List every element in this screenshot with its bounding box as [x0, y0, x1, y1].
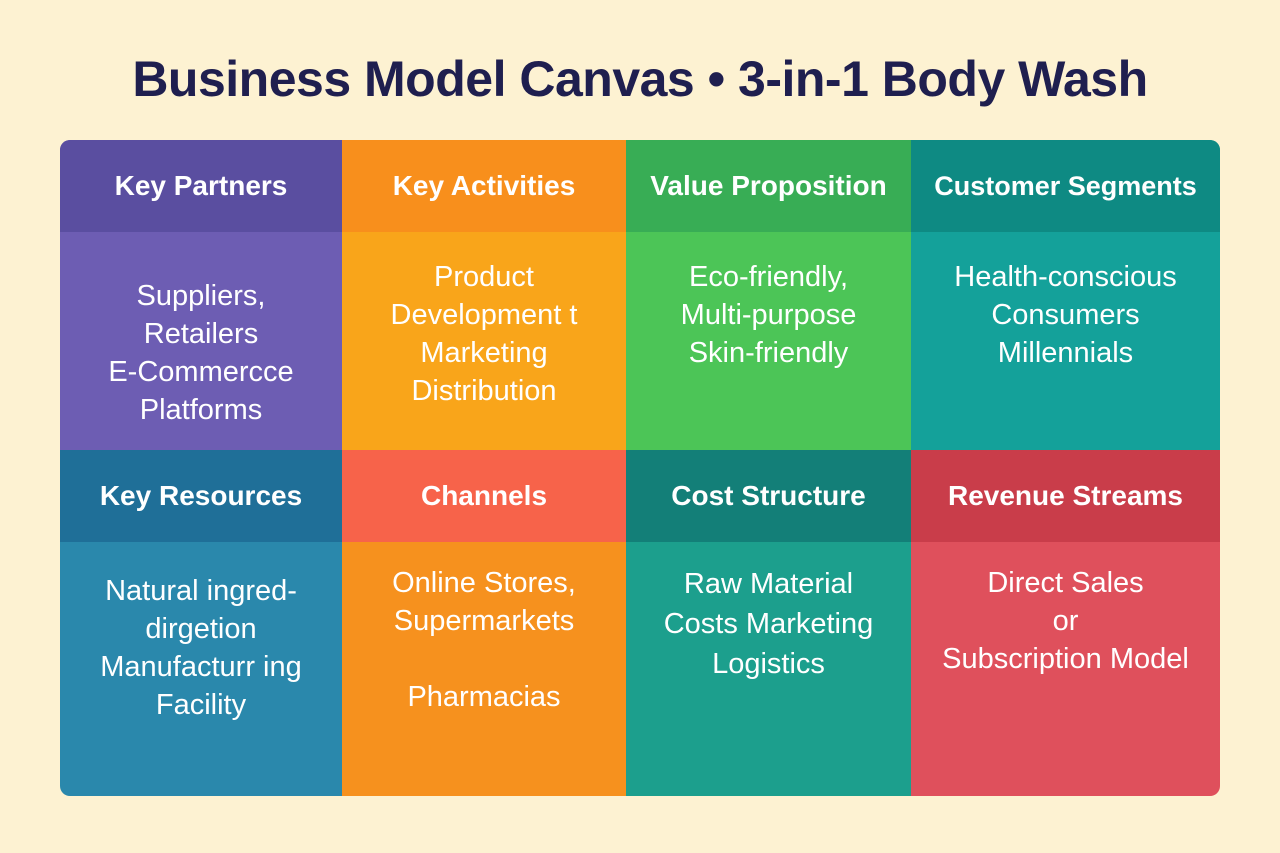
block-heading: Customer Segments [911, 140, 1220, 232]
block-channels: Channels Online Stores, Supermarkets Pha… [342, 450, 626, 796]
block-heading: Cost Structure [626, 450, 911, 542]
block-cost-structure: Cost Structure Raw Material Costs Market… [626, 450, 911, 796]
block-line: Retailers [143, 318, 259, 350]
block-value-proposition: Value Proposition Eco-friendly, Multi-pu… [626, 140, 911, 450]
block-line: Facility [155, 689, 247, 721]
block-key-activities: Key Activities Product Development t Mar… [342, 140, 626, 450]
page-title: Business Model Canvas • 3-in-1 Body Wash [132, 51, 1148, 107]
block-line: Eco-friendly, [688, 261, 849, 293]
block-line: Health-conscious [954, 261, 1177, 293]
block-line: Distribution [411, 375, 557, 407]
block-revenue-streams: Revenue Streams Direct Sales or Subscrip… [911, 450, 1220, 796]
block-line: Costs Marketing [663, 608, 874, 640]
block-heading: Value Proposition [626, 140, 911, 232]
business-model-canvas: Key Partners Suppliers, Retailers E-Comm… [60, 140, 1220, 796]
block-heading: Key Activities [342, 140, 626, 232]
block-line: Pharmacias [407, 681, 561, 713]
block-heading: Key Partners [60, 140, 342, 232]
block-heading: Revenue Streams [911, 450, 1220, 542]
block-line: dirgetion [145, 613, 257, 645]
block-customer-segments: Customer Segments Health-conscious Consu… [911, 140, 1220, 450]
block-line: Manufacturr ing [100, 651, 302, 683]
block-key-partners: Key Partners Suppliers, Retailers E-Comm… [60, 140, 342, 450]
block-line: Suppliers, [136, 280, 266, 312]
block-line: Skin-friendly [688, 337, 849, 369]
block-line: Multi-purpose [680, 299, 857, 331]
block-line: Natural ingred- [105, 575, 297, 607]
block-line: Platforms [139, 394, 263, 426]
block-line: Online Stores, [392, 567, 576, 599]
block-line: Subscription Model [942, 643, 1189, 675]
block-heading: Key Resources [60, 450, 342, 542]
block-line: E-Commercce [108, 356, 294, 388]
block-line: Raw Material [683, 568, 854, 600]
block-key-resources: Key Resources Natural ingred- dirgetion … [60, 450, 342, 796]
block-line: Logistics [712, 648, 825, 680]
block-line: Development t [390, 299, 578, 331]
block-line: Consumers [991, 299, 1140, 331]
block-line: or [1052, 605, 1079, 637]
block-heading: Channels [342, 450, 626, 542]
block-line: Direct Sales [987, 567, 1144, 599]
block-line: Marketing [420, 337, 548, 369]
block-line: Millennials [997, 337, 1134, 369]
block-line: Supermarkets [393, 605, 575, 637]
block-line: Product [434, 261, 534, 293]
